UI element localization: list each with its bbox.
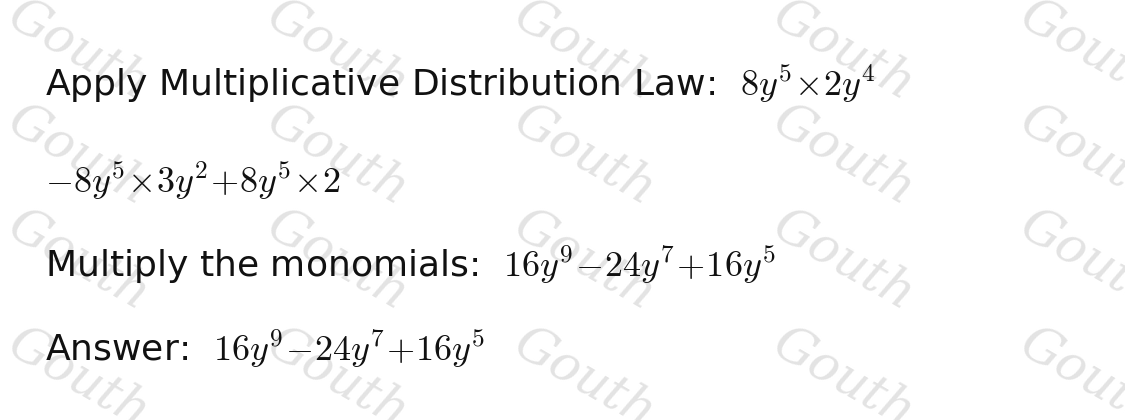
Text: Gouth: Gouth: [258, 318, 417, 420]
Text: Gouth: Gouth: [0, 318, 159, 420]
Text: Apply Multiplicative Distribution Law:  $8y^5\!\times\!2y^4$: Apply Multiplicative Distribution Law: $…: [45, 63, 875, 105]
Text: Gouth: Gouth: [0, 0, 159, 110]
Text: Gouth: Gouth: [764, 200, 924, 320]
Text: Gouth: Gouth: [0, 200, 159, 320]
Text: Multiply the monomials:  $16y^9\!-\!24y^7\!+\!16y^5$: Multiply the monomials: $16y^9\!-\!24y^7…: [45, 244, 775, 286]
Text: $-8y^5\!\times\!3y^2\!+\!8y^5\!\times\!2$: $-8y^5\!\times\!3y^2\!+\!8y^5\!\times\!2…: [45, 160, 341, 202]
Text: Gouth: Gouth: [764, 318, 924, 420]
Text: Gouth: Gouth: [258, 95, 417, 215]
Text: Gouth: Gouth: [764, 0, 924, 110]
Text: Gouth: Gouth: [505, 95, 665, 215]
Text: Gouth: Gouth: [1011, 95, 1125, 215]
Text: Gouth: Gouth: [1011, 0, 1125, 110]
Text: Gouth: Gouth: [505, 0, 665, 110]
Text: Gouth: Gouth: [1011, 200, 1125, 320]
Text: Gouth: Gouth: [505, 318, 665, 420]
Text: Gouth: Gouth: [258, 200, 417, 320]
Text: Gouth: Gouth: [0, 95, 159, 215]
Text: Gouth: Gouth: [505, 200, 665, 320]
Text: Answer:  $16y^9\!-\!24y^7\!+\!16y^5$: Answer: $16y^9\!-\!24y^7\!+\!16y^5$: [45, 328, 485, 370]
Text: Gouth: Gouth: [1011, 318, 1125, 420]
Text: Gouth: Gouth: [258, 0, 417, 110]
Text: Gouth: Gouth: [764, 95, 924, 215]
